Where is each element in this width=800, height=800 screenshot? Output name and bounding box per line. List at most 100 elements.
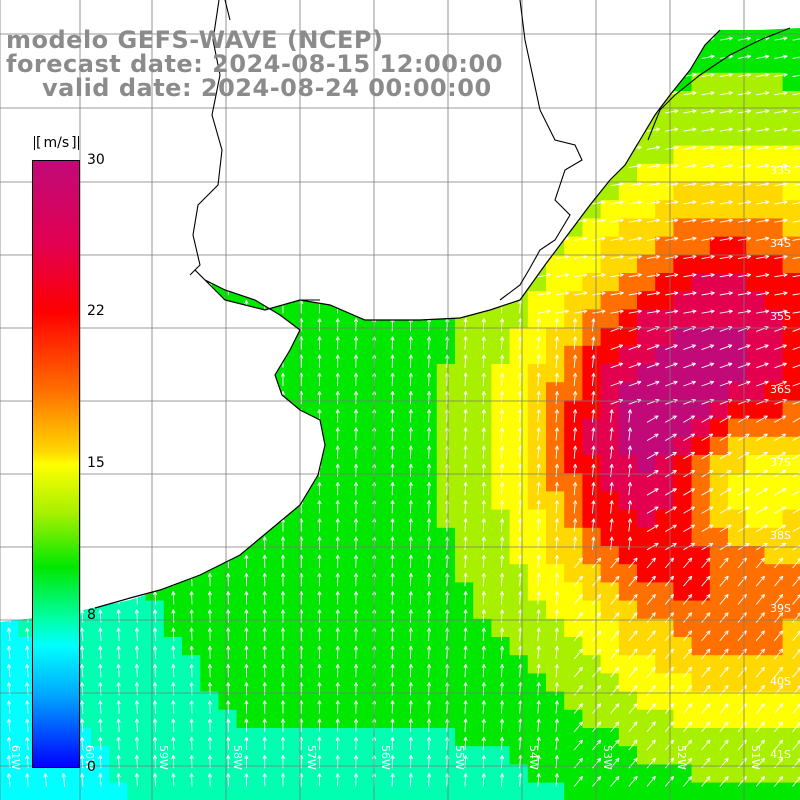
field-cell — [582, 473, 602, 492]
field-cell — [436, 546, 456, 565]
wind-arrow — [665, 200, 679, 205]
field-cell — [509, 145, 529, 165]
field-cell — [728, 418, 747, 438]
wind-arrow — [610, 72, 624, 78]
field-cell — [382, 527, 401, 547]
wind-arrow — [554, 463, 559, 478]
wind-arrow — [737, 145, 752, 150]
field-cell — [0, 0, 19, 19]
wind-arrow — [555, 236, 570, 241]
field-cell — [473, 218, 492, 238]
field-cell — [746, 637, 765, 656]
field-cell — [182, 163, 201, 183]
field-cell — [783, 0, 800, 19]
field-cell — [618, 91, 638, 110]
field-cell — [436, 127, 456, 147]
field-cell — [655, 582, 674, 602]
field-cell — [746, 509, 765, 529]
field-cell — [618, 564, 638, 583]
wind-arrow — [628, 254, 642, 260]
wind-arrow — [445, 299, 450, 314]
field-cell — [709, 327, 729, 347]
field-cell — [637, 509, 656, 529]
field-cell — [564, 200, 583, 219]
field-cell — [127, 455, 147, 474]
field-cell — [509, 709, 529, 729]
field-cell — [309, 127, 329, 147]
field-cell — [637, 491, 656, 511]
wind-arrow — [317, 209, 322, 223]
wind-arrow — [390, 117, 395, 132]
field-cell — [618, 218, 638, 238]
wind-arrow — [6, 409, 12, 423]
field-cell — [127, 218, 147, 238]
field-cell — [0, 345, 19, 365]
map-titles: modelo GEFS-WAVE (NCEP) forecast date: 2… — [6, 28, 503, 100]
wind-arrow — [665, 362, 678, 369]
wind-arrow — [792, 310, 800, 314]
wind-arrow — [189, 208, 194, 223]
field-cell — [382, 400, 401, 420]
field-cell — [746, 28, 765, 37]
field-cell — [0, 637, 19, 656]
field-cell — [509, 782, 529, 800]
wind-arrow — [244, 500, 249, 514]
wind-arrow — [25, 118, 30, 132]
field-cell — [0, 127, 19, 147]
wind-arrow — [554, 318, 559, 332]
wind-arrow — [537, 291, 551, 296]
wind-arrow — [683, 218, 697, 223]
field-cell — [473, 182, 492, 201]
field-cell — [345, 200, 365, 219]
field-cell — [491, 546, 511, 565]
wind-arrow — [445, 281, 450, 296]
field-cell — [0, 163, 19, 183]
field-cell — [327, 309, 347, 329]
field-cell — [764, 546, 784, 565]
wind-arrow — [317, 336, 322, 350]
field-cell — [127, 364, 147, 383]
wind-arrow — [98, 409, 103, 423]
wind-arrow — [500, 281, 505, 296]
wind-arrow — [792, 37, 800, 41]
wind-arrow — [610, 109, 624, 114]
field-cell — [109, 509, 128, 529]
field-cell — [182, 236, 201, 256]
wind-arrow — [244, 318, 249, 332]
wind-arrow — [463, 372, 468, 387]
wind-arrow — [317, 354, 322, 368]
field-cell — [782, 254, 800, 274]
field-cell — [309, 491, 329, 511]
field-cell — [127, 254, 147, 274]
field-cell — [436, 728, 456, 747]
field-cell — [0, 582, 19, 602]
wind-arrow — [592, 163, 606, 169]
wind-arrow — [6, 609, 12, 623]
wind-arrow — [189, 245, 194, 259]
field-cell — [637, 72, 656, 92]
field-cell — [491, 691, 511, 711]
field-cell — [382, 655, 401, 674]
wind-arrow — [262, 172, 267, 186]
field-cell — [782, 673, 800, 693]
field-cell — [163, 400, 183, 420]
wind-arrow — [6, 154, 12, 168]
forecast-date: forecast date: 2024-08-15 12:00:00 — [6, 50, 503, 78]
wind-arrow — [463, 154, 468, 168]
wind-arrow — [152, 463, 158, 478]
wind-arrow — [317, 172, 322, 186]
field-cell — [728, 28, 747, 37]
field-cell — [728, 273, 747, 292]
wind-arrow — [152, 245, 158, 259]
wind-arrow — [555, 145, 570, 150]
field-cell — [400, 655, 420, 674]
field-cell — [418, 782, 438, 800]
field-cell — [109, 0, 128, 19]
wind-arrow — [719, 163, 733, 169]
field-cell — [709, 109, 729, 128]
wind-arrow — [390, 263, 395, 277]
field-cell — [72, 109, 92, 128]
wind-arrow — [79, 536, 85, 550]
wind-arrow — [665, 309, 679, 314]
wind-arrow — [335, 445, 340, 459]
